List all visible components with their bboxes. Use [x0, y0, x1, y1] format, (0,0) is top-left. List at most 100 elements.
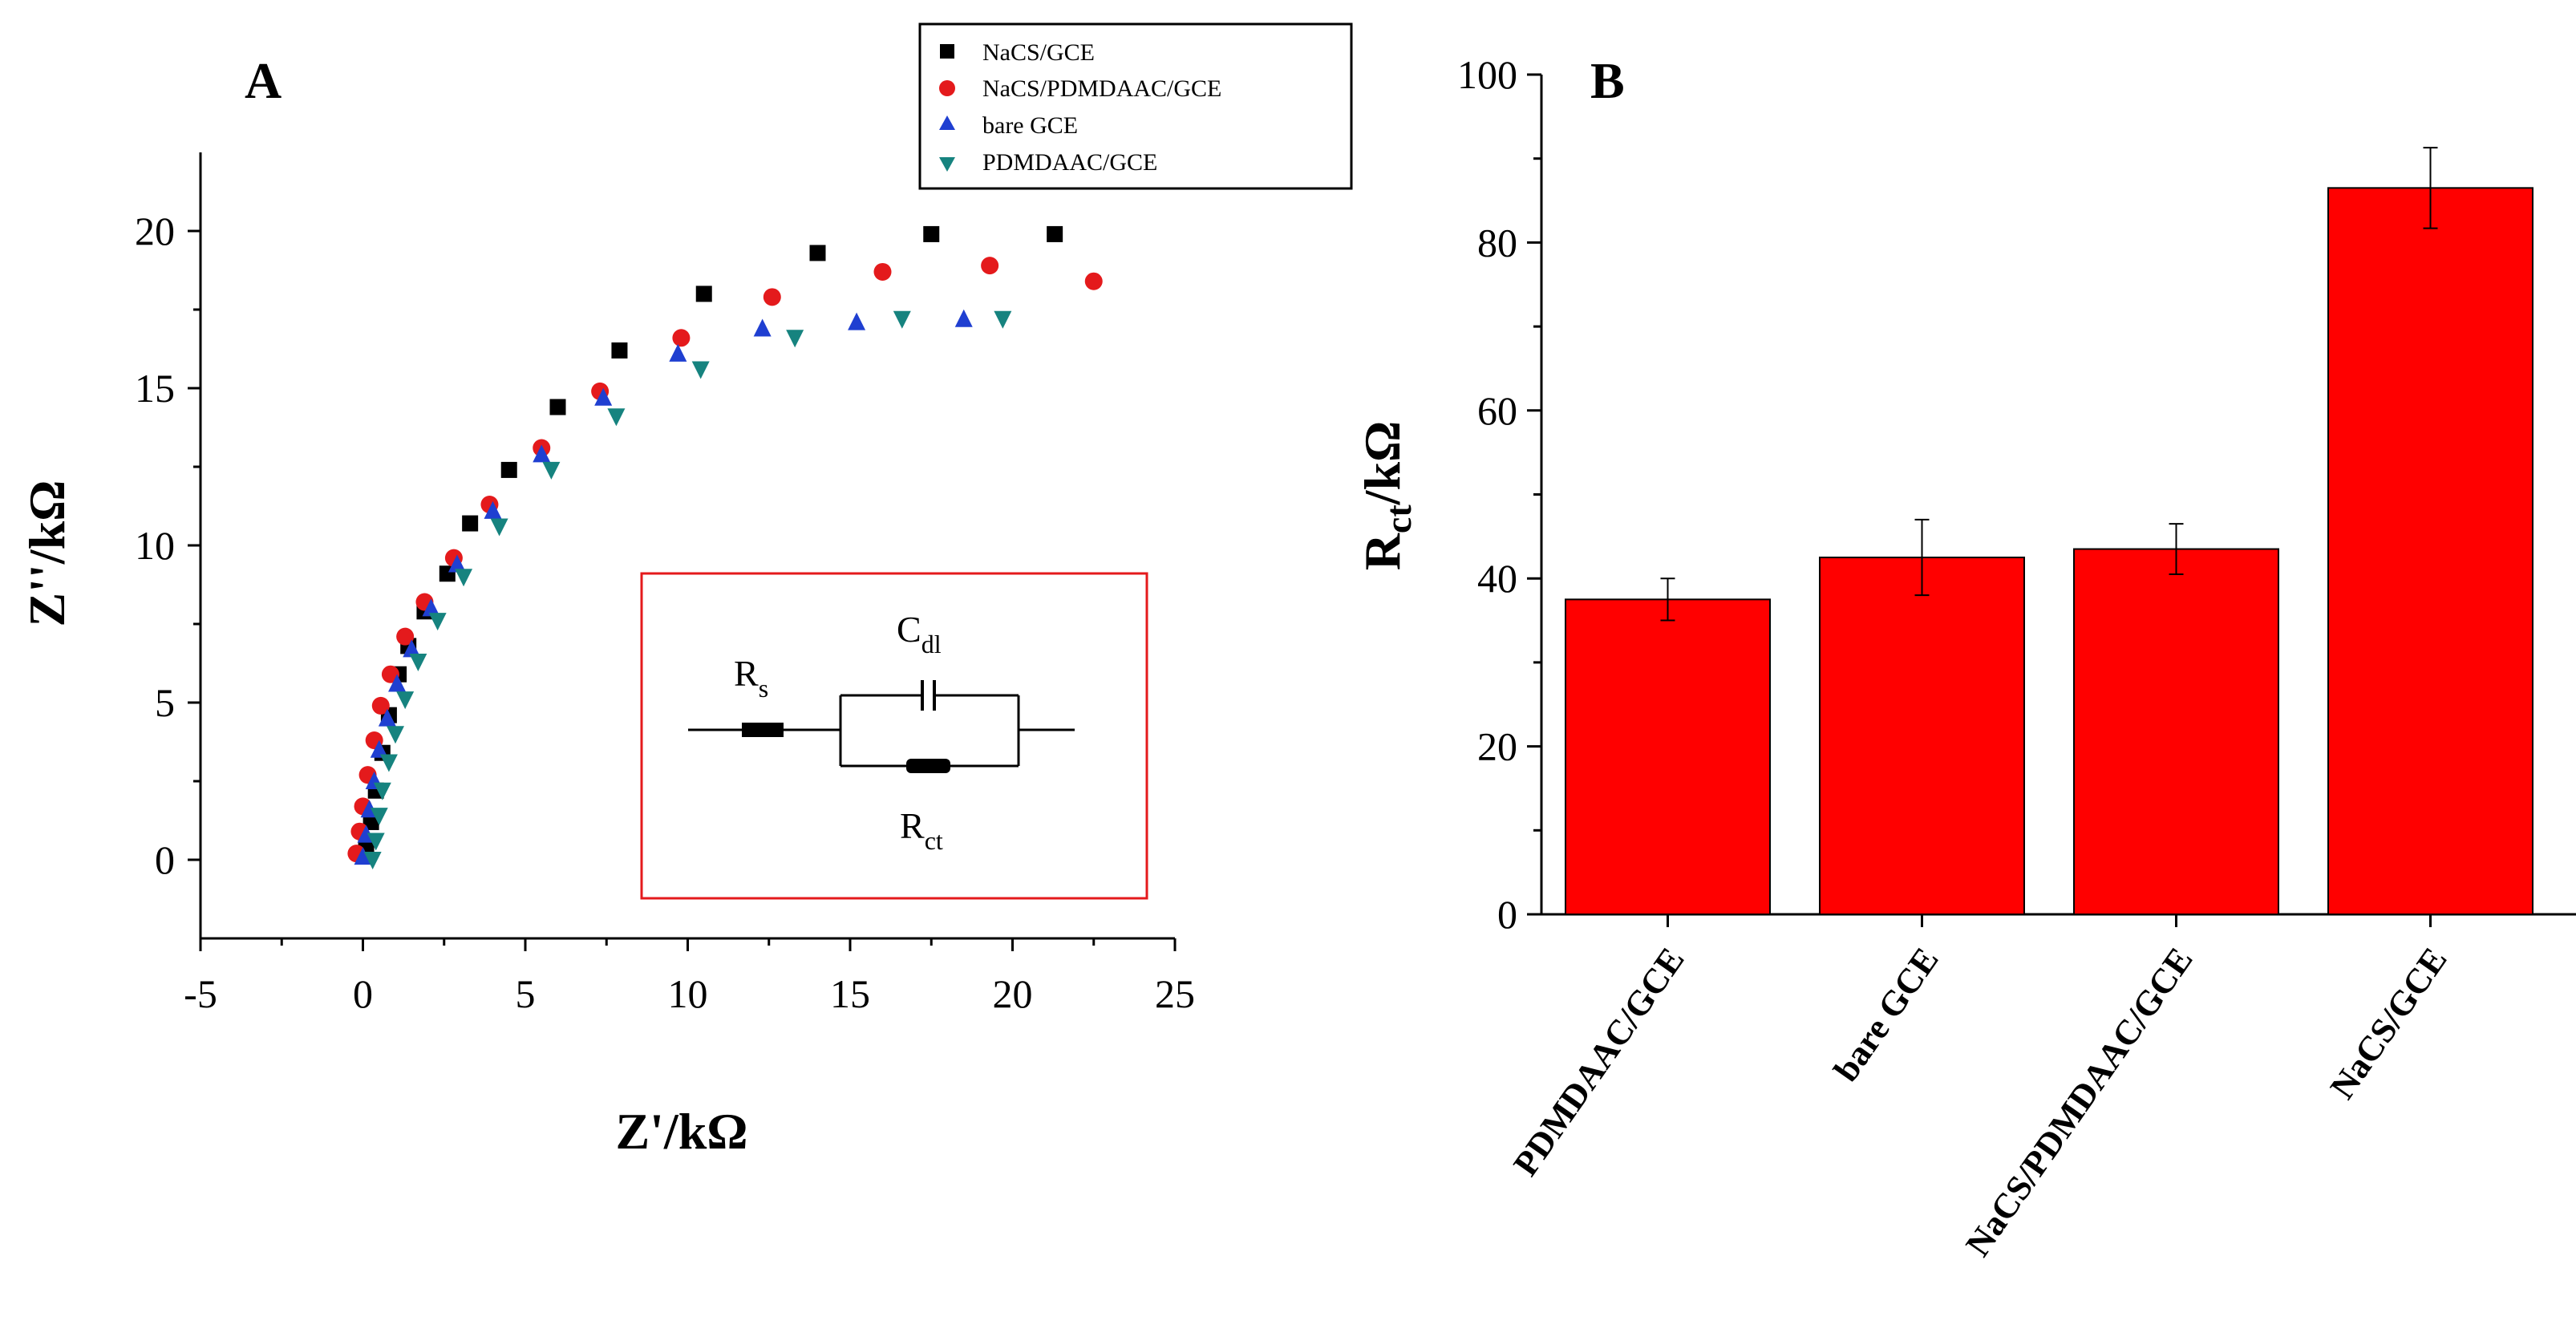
- panel-b-bars: [1565, 147, 2533, 916]
- rct-resistor: [906, 759, 950, 773]
- data-point-square: [1047, 225, 1063, 242]
- panel-a-y-axis-title: Z''/kΩ: [18, 480, 75, 627]
- y-tick-label: 20: [1477, 724, 1517, 769]
- legend-marker-triangle-down: [939, 157, 955, 172]
- x-tick-label: 5: [516, 971, 536, 1016]
- data-point-triangle-down: [387, 726, 404, 744]
- rs-label: Rs: [734, 653, 768, 703]
- data-point-triangle-up: [422, 598, 440, 617]
- data-point-triangle-up: [669, 343, 687, 362]
- series-bare-gce: [354, 309, 973, 865]
- x-tick-label: 20: [993, 971, 1033, 1016]
- data-point-triangle-down: [786, 330, 804, 348]
- x-tick-label: 10: [668, 971, 708, 1016]
- panel-a-legend: NaCS/GCE NaCS/PDMDAAC/GCE bare GCE PDMDA…: [918, 22, 1353, 190]
- panel-a-x-axis-title: Z'/kΩ: [615, 1103, 747, 1160]
- legend-box: [918, 22, 1353, 190]
- legend-marker-circle: [939, 80, 955, 96]
- data-point-triangle-up: [753, 318, 772, 337]
- rs-resistor: [742, 723, 784, 737]
- x-tick-label: 25: [1155, 971, 1195, 1016]
- data-point-circle: [981, 257, 999, 275]
- y-tick-label: 5: [155, 680, 175, 725]
- data-point-triangle-down: [607, 408, 626, 427]
- data-point-square: [611, 342, 628, 359]
- legend-entry-bare-gce: bare GCE: [939, 112, 1078, 139]
- legend-marker-triangle-up: [939, 115, 955, 130]
- data-point-circle: [371, 696, 390, 715]
- bar: [2073, 548, 2279, 915]
- data-point-square: [462, 515, 479, 532]
- rct-label: Rct: [900, 805, 943, 855]
- legend-label-nacs-pdmdaac-gce: NaCS/PDMDAAC/GCE: [982, 75, 1221, 102]
- legend-label-pdmdaac-gce: PDMDAAC/GCE: [982, 149, 1157, 176]
- data-point-triangle-up: [370, 739, 388, 758]
- panel-b-ticks: 0 20 40 60 80 100: [1457, 52, 1541, 937]
- data-point-triangle-down: [379, 754, 398, 772]
- y-tick-label: 15: [135, 366, 175, 411]
- series-pdmdaac-gce: [363, 310, 1012, 869]
- cdl-label: Cdl: [897, 609, 942, 658]
- data-point-triangle-down: [428, 613, 447, 631]
- panel-a-ticks: -5 0 5 10 15 20 25 0 5 10 15 20: [135, 209, 1195, 1016]
- data-point-triangle-down: [994, 310, 1012, 329]
- panel-b-category-labels: PDMDAAC/GCE bare GCE NaCS/PDMDAAC/GCE NaCS/…: [1505, 914, 2455, 1264]
- legend-entry-nacs-pdmdaac-gce: NaCS/PDMDAAC/GCE: [939, 75, 1221, 102]
- y-tick-label: 60: [1477, 388, 1517, 433]
- data-point-square: [500, 461, 517, 478]
- y-tick-label: 0: [155, 837, 175, 882]
- category-label: NaCS/GCE: [2323, 941, 2455, 1106]
- data-point-circle: [396, 627, 415, 646]
- bar: [1819, 557, 2025, 916]
- y-tick-label: 10: [135, 523, 175, 568]
- inset-border: [640, 572, 1148, 900]
- data-point-triangle-up: [533, 444, 551, 463]
- equivalent-circuit-inset: Rs Cdl Rct: [640, 572, 1148, 900]
- data-point-triangle-down: [367, 833, 385, 851]
- legend-label-bare-gce: bare GCE: [982, 112, 1078, 139]
- data-point-triangle-down: [455, 569, 473, 587]
- data-point-triangle-up: [848, 312, 866, 330]
- data-point-triangle-up: [484, 500, 502, 519]
- bar: [2327, 187, 2533, 916]
- y-tick-label: 0: [1497, 892, 1517, 937]
- data-point-triangle-up: [378, 708, 396, 727]
- data-point-triangle-up: [954, 309, 973, 327]
- data-point-square: [695, 286, 712, 302]
- category-label: PDMDAAC/GCE: [1505, 941, 1691, 1183]
- data-point-triangle-up: [403, 639, 421, 658]
- y-tick-label: 20: [135, 209, 175, 253]
- bar: [1565, 598, 1771, 915]
- data-point-triangle-down: [409, 654, 427, 672]
- data-point-square: [923, 225, 940, 242]
- category-label: NaCS/PDMDAAC/GCE: [1958, 941, 2200, 1264]
- legend-marker-square: [940, 44, 954, 59]
- data-point-triangle-up: [448, 554, 466, 573]
- x-tick-label: -5: [184, 971, 217, 1016]
- data-point-triangle-down: [490, 518, 508, 537]
- data-point-square: [809, 245, 826, 261]
- data-point-triangle-down: [893, 310, 911, 329]
- panel-b-bar-chart: B 0 20 40 60 80 100 Rct/kΩ PDMDAAC/GCE bare GC…: [1354, 52, 2576, 1263]
- y-tick-label: 100: [1457, 52, 1517, 97]
- data-point-triangle-up: [594, 387, 613, 406]
- data-point-triangle-up: [388, 674, 407, 692]
- panel-a-data-points: [347, 225, 1103, 869]
- data-point-triangle-down: [370, 808, 388, 826]
- panel-b-y-axis-title: Rct/kΩ: [1354, 421, 1419, 571]
- data-point-triangle-up: [354, 847, 372, 865]
- data-point-circle: [873, 262, 892, 281]
- data-point-triangle-down: [691, 361, 710, 379]
- panel-a-label: A: [245, 52, 281, 109]
- x-tick-label: 0: [353, 971, 373, 1016]
- y-tick-label: 80: [1477, 220, 1517, 265]
- data-point-circle: [763, 288, 781, 306]
- data-point-triangle-down: [542, 461, 561, 480]
- data-point-square: [363, 813, 379, 830]
- legend-label-nacs-gce: NaCS/GCE: [982, 39, 1095, 66]
- legend-entry-pdmdaac-gce: PDMDAAC/GCE: [939, 149, 1157, 176]
- legend-entry-nacs-gce: NaCS/GCE: [940, 39, 1095, 66]
- panel-a-scatter-chart: A -5 0 5 10 15 20 25 0 5 10 15 20 Z'/kΩ Z''/kΩ NaCS…: [18, 22, 1353, 1160]
- data-point-circle: [1084, 272, 1103, 290]
